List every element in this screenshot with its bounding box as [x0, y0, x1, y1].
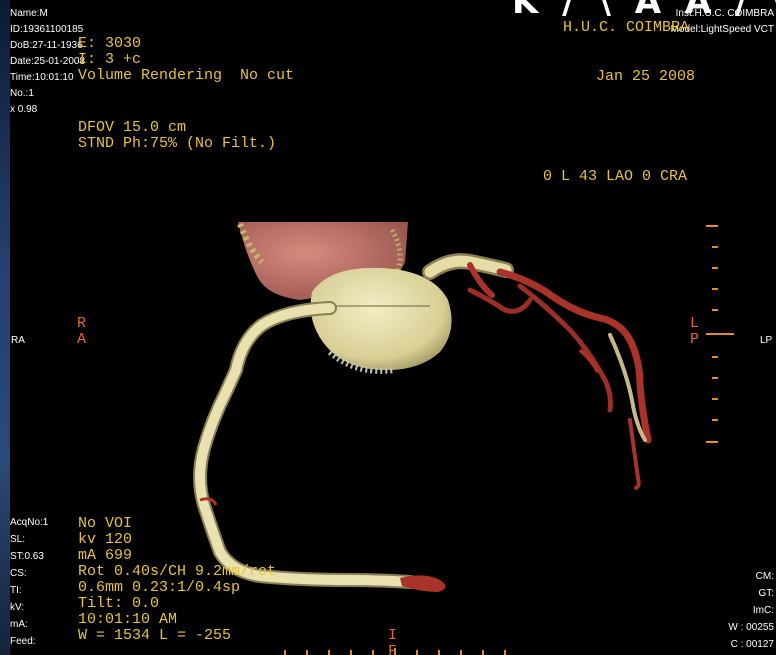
- institution-name: Inst:H.U.C. COIMBRA: [675, 8, 774, 19]
- patient-id: ID:19361100185: [10, 24, 84, 35]
- scanner-model: Model:LightSpeed VCT: [670, 24, 774, 35]
- site-name: H.U.C. COIMBRA: [563, 19, 690, 36]
- kv-value: kv 120: [78, 531, 133, 548]
- ma-value: mA 699: [78, 547, 133, 564]
- cm-label: CM:: [755, 571, 774, 582]
- acq-label: CS:: [10, 568, 27, 579]
- bottom-orientation-marker: I F: [388, 628, 397, 655]
- scan-header: E: 3030 I: 3 +c Volume Rendering No cut: [78, 36, 294, 84]
- series-line: E: 3030: [78, 35, 142, 52]
- rotation-value: Rot 0.40s/CH 9.2mm/rot: [78, 563, 277, 580]
- marker-r: R: [77, 315, 87, 332]
- patient-name: Name:M: [10, 8, 48, 19]
- acq-label: AcqNo:1: [10, 517, 49, 528]
- study-date: Date:25-01-2008: [10, 56, 86, 67]
- zoom-factor: x 0.98: [10, 104, 38, 115]
- right-orientation-marker: L P: [690, 316, 699, 348]
- slice-value: 0.6mm 0.23:1/0.4sp: [78, 579, 241, 596]
- acq-label: mA:: [10, 619, 28, 630]
- recon-kernel: STND Ph:75% (No Filt.): [78, 135, 277, 152]
- left-edge-label: RA: [11, 335, 25, 346]
- institution-info: Inst:H.U.C. COIMBRA Model:LightSpeed VCT: [671, 6, 774, 38]
- marker-l: L: [690, 315, 700, 332]
- dfov-info: DFOV 15.0 cm STND Ph:75% (No Filt.): [78, 120, 276, 152]
- window-level-value: W = 1534 L = -255: [78, 627, 232, 644]
- marker-f: F: [388, 643, 398, 655]
- center-value: C : 00127: [730, 639, 774, 650]
- left-orientation-marker: R A: [77, 316, 86, 348]
- acq-label: ST:0.63: [10, 551, 44, 562]
- display-parameters: CM: GT: ImC: W : 00255 C : 00127: [728, 568, 774, 653]
- aortic-root: [310, 267, 452, 374]
- left-coronary-artery: [422, 253, 652, 490]
- patient-info: Name:M ID:19361100185 DoB:27-11-1936 Dat…: [10, 6, 85, 118]
- marker-p: P: [690, 331, 700, 348]
- right-coronary-artery: [193, 301, 446, 592]
- acq-label: SL:: [10, 534, 26, 545]
- marker-a: A: [77, 331, 87, 348]
- image-number: No.:1: [10, 88, 34, 99]
- acquisition-values: No VOI kv 120 mA 699 Rot 0.40s/CH 9.2mm/…: [78, 516, 276, 644]
- scan-date: Jan 25 2008: [596, 68, 696, 85]
- acq-label: Feed:: [10, 636, 36, 647]
- voi-value: No VOI: [78, 515, 133, 532]
- acq-label: TI:: [10, 585, 22, 596]
- tilt-value: Tilt: 0.0: [78, 595, 160, 612]
- imc-label: ImC:: [752, 605, 774, 616]
- window-value: W : 00255: [728, 622, 774, 633]
- render-mode: Volume Rendering No cut: [78, 67, 295, 84]
- side-strip: [0, 0, 10, 655]
- patient-dob: DoB:27-11-1936: [10, 40, 83, 51]
- view-angle: 0 L 43 LAO 0 CRA: [543, 168, 688, 185]
- image-line: I: 3 +c: [78, 51, 142, 68]
- acq-label: kV:: [10, 602, 25, 613]
- study-time: Time:10:01:10: [10, 72, 74, 83]
- acq-time-value: 10:01:10 AM: [78, 611, 178, 628]
- dfov: DFOV 15.0 cm: [78, 119, 187, 136]
- header-partial-text: K / \ A A / \: [512, 0, 776, 22]
- acquisition-labels: AcqNo:1 SL: ST:0.63 CS: TI: kV: mA: Feed…: [10, 514, 48, 650]
- right-edge-label: LP: [760, 335, 773, 346]
- gt-label: GT:: [758, 588, 774, 599]
- marker-i: I: [388, 627, 398, 644]
